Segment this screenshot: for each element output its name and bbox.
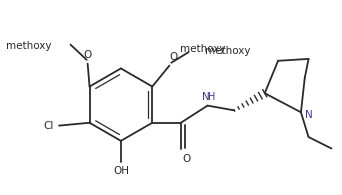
Text: O: O (83, 50, 92, 60)
Text: methoxy: methoxy (6, 41, 51, 51)
Text: O: O (182, 154, 191, 164)
Text: O: O (169, 52, 177, 62)
Text: methoxy: methoxy (180, 44, 225, 54)
Text: H: H (208, 92, 215, 102)
Text: N: N (305, 110, 313, 120)
Text: OH: OH (113, 166, 129, 176)
Text: N: N (202, 92, 210, 102)
Text: methoxy: methoxy (205, 46, 250, 56)
Text: Cl: Cl (43, 121, 54, 131)
